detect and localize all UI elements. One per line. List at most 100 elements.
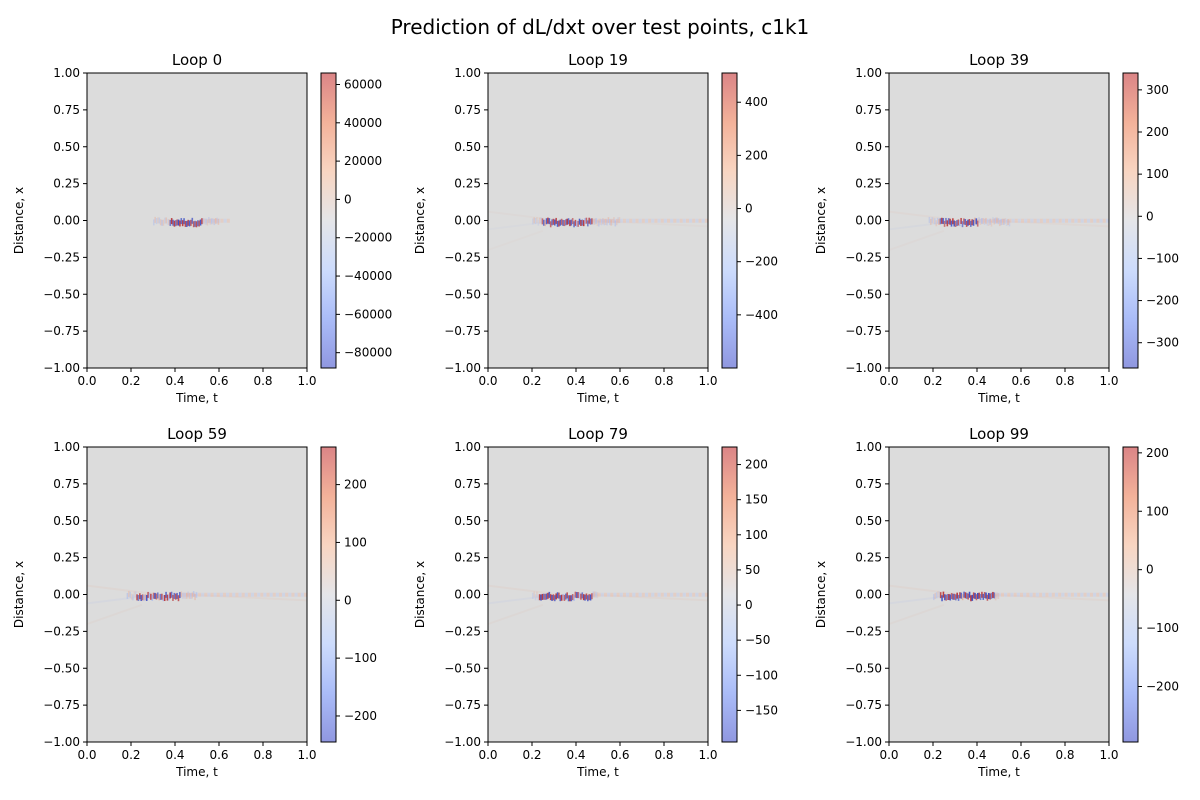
heatmap-oscillation-mark: [966, 592, 968, 599]
heatmap-trail: [1042, 592, 1046, 597]
heatmap-oscillation-mark: [944, 594, 946, 601]
heatmap-background: [889, 73, 1109, 368]
heatmap-trail: [1029, 592, 1033, 597]
heatmap-oscillation-mark: [555, 217, 557, 224]
heatmap-trail: [1102, 218, 1106, 223]
heatmap-trail: [241, 592, 245, 597]
heatmap-oscillation-mark: [551, 594, 553, 601]
colorbar-tick-label: −50: [745, 633, 770, 647]
heatmap-background: [488, 447, 708, 742]
x-tick-label: 1.0: [698, 374, 717, 388]
heatmap-background: [87, 447, 307, 742]
heatmap-oscillation-mark: [159, 593, 162, 600]
heatmap-trail: [1008, 218, 1012, 223]
heatmap-oscillation-mark: [147, 591, 149, 598]
heatmap-oscillation-mark: [534, 218, 537, 225]
heatmap-trail: [235, 592, 239, 597]
heatmap-trail: [1000, 592, 1004, 597]
y-tick-label: 1.00: [855, 66, 882, 80]
heatmap-oscillation-mark: [932, 217, 935, 224]
heatmap-oscillation-mark: [617, 217, 619, 224]
heatmap-trail: [1010, 592, 1014, 597]
heatmap-oscillation-mark: [992, 216, 994, 223]
heatmap-trail: [654, 592, 658, 597]
heatmap-streak: [488, 603, 544, 625]
heatmap-oscillation-mark: [208, 217, 210, 224]
heatmap-oscillation-mark: [159, 219, 162, 226]
heatmap-oscillation-mark: [609, 219, 611, 226]
heatmap-oscillation-mark: [961, 221, 964, 228]
heatmap-trail: [1049, 218, 1053, 223]
heatmap-trail: [282, 592, 286, 597]
heatmap-oscillation-mark: [180, 218, 183, 225]
heatmap-trail: [1020, 592, 1024, 597]
heatmap-trail: [986, 218, 990, 223]
y-tick-label: −0.50: [444, 287, 481, 301]
heatmap-oscillation-mark: [934, 593, 936, 600]
y-tick-label: 0.50: [855, 514, 882, 528]
heatmap-oscillation-mark: [573, 594, 575, 601]
heatmap-trail: [1023, 592, 1027, 597]
heatmap-trail: [1068, 218, 1072, 223]
subplot-5: Loop 99 0.0 0.2 0.4 0.6 0.8 1.0 1.00 0.75 0.50 0.2…: [814, 425, 1179, 779]
heatmap-trail: [1021, 218, 1024, 223]
heatmap-field: [87, 584, 307, 625]
heatmap-trail: [613, 592, 617, 597]
heatmap-oscillation-mark: [532, 592, 534, 599]
heatmap-oscillation-mark: [162, 219, 165, 226]
heatmap-oscillation-mark: [596, 220, 599, 227]
x-tick-label: 0.2: [522, 748, 541, 762]
heatmap-trail: [1093, 218, 1097, 223]
heatmap-oscillation-mark: [582, 220, 585, 227]
heatmap-oscillation-mark: [603, 219, 606, 226]
y-tick-label: 0.25: [53, 177, 80, 191]
heatmap-oscillation-mark: [578, 592, 581, 599]
heatmap-oscillation-mark: [187, 219, 189, 226]
heatmap-oscillation-mark: [986, 594, 989, 601]
heatmap-trail: [217, 218, 221, 223]
heatmap-oscillation-mark: [190, 592, 192, 599]
heatmap-oscillation-mark: [971, 594, 974, 601]
heatmap-oscillation-mark: [998, 220, 1001, 227]
heatmap-oscillation-mark: [129, 591, 131, 598]
colorbar-frame: [1122, 72, 1139, 369]
heatmap-oscillation-mark: [570, 595, 573, 602]
heatmap-oscillation-mark: [957, 219, 960, 226]
heatmap-trail: [622, 592, 626, 597]
heatmap-oscillation-mark: [188, 592, 191, 599]
heatmap-oscillation-mark: [545, 218, 548, 225]
heatmap-oscillation-mark: [997, 593, 1000, 600]
heatmap-trail: [610, 218, 614, 223]
colorbar-frame: [320, 446, 337, 743]
heatmap-oscillation-mark: [950, 220, 953, 227]
heatmap-oscillation-mark: [134, 591, 137, 598]
heatmap-oscillation-mark: [589, 218, 592, 225]
heatmap-oscillation-mark: [946, 594, 949, 601]
heatmap-trail: [1099, 592, 1103, 597]
heatmap-oscillation-mark: [953, 220, 956, 227]
heatmap-trail: [641, 592, 645, 597]
heatmap-trail: [1077, 218, 1081, 223]
heatmap-trail: [607, 218, 611, 223]
y-tick-label: 0.00: [53, 214, 80, 228]
y-tick-label: 1.00: [454, 66, 481, 80]
heatmap-oscillation-mark: [213, 219, 216, 226]
heatmap-trail: [198, 592, 202, 597]
heatmap-oscillation-mark: [569, 595, 571, 602]
heatmap-oscillation-mark: [954, 220, 957, 227]
heatmap-trail: [1070, 592, 1074, 597]
heatmap-oscillation-mark: [613, 217, 615, 224]
heatmap-trail: [619, 592, 623, 597]
colorbar-tick-label: 100: [745, 528, 768, 542]
heatmap-trail: [635, 218, 639, 223]
subplot-title: Loop 0: [172, 51, 222, 69]
heatmap-oscillation-mark: [533, 591, 535, 598]
y-tick-label: −0.50: [43, 661, 80, 675]
heatmap-trail: [660, 218, 664, 223]
heatmap-oscillation-mark: [960, 217, 962, 224]
subplot-title: Loop 99: [969, 425, 1029, 443]
heatmap-trail: [223, 218, 227, 223]
heatmap-oscillation-mark: [191, 217, 194, 224]
heatmap-trail: [679, 592, 683, 597]
